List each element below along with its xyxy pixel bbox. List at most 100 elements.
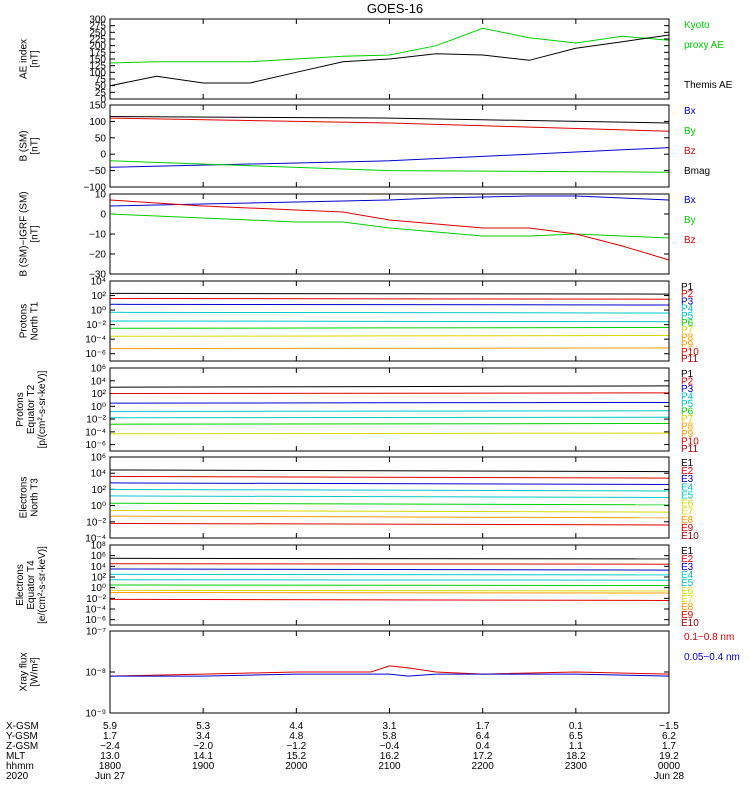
ephemeris-cell: −1.2 (286, 741, 306, 752)
series-bigrf-0 (109, 195, 670, 207)
legend-item: Kyoto (684, 20, 710, 31)
y-tick-label: 10⁴ (91, 562, 106, 573)
legend-item: P11 (681, 444, 698, 455)
legend-item: P10 (681, 347, 699, 358)
ephemeris-cell: 2000 (285, 761, 308, 772)
legend-item: E5 (681, 490, 694, 501)
y-tick-label: 225 (89, 35, 106, 46)
y-axis-label-line: [W/m²] (30, 657, 41, 687)
series-eeq-4 (109, 579, 670, 581)
panel-bigrf: −30 −20 −10 0 10 B (SM)−IGRF (SM)[nT] Bx By Bz (19, 190, 696, 281)
panel-frame (109, 193, 670, 275)
y-tick-label: 10⁻⁶ (85, 440, 106, 451)
series-pnorth-4 (109, 320, 670, 323)
ephemeris-cell: 0.1 (569, 721, 583, 732)
legend-item: P10 (681, 437, 699, 448)
y-axis-label: B (SM)−IGRF (SM)[nT] (19, 191, 41, 276)
y-tick-label: 0 (100, 150, 106, 161)
y-axis-label-line: Electrons (15, 564, 26, 606)
y-tick-label: 10² (92, 573, 107, 584)
series-peq-0 (109, 385, 670, 388)
ephemeris-cell: 3.4 (196, 731, 210, 742)
y-tick-label: 10² (92, 485, 107, 496)
y-tick-label: −50 (89, 166, 106, 177)
legend-item: E9 (681, 610, 694, 621)
panel-frame (109, 18, 670, 100)
ephemeris-cell: 5.3 (196, 721, 210, 732)
series-ae-1 (109, 34, 670, 87)
y-axis-label: Xray flux[W/m²] (19, 653, 41, 692)
series-pnorth-6 (109, 335, 670, 337)
ephemeris-cell: 4.4 (289, 721, 303, 732)
ephemeris-cell: 4.8 (289, 731, 303, 742)
ephemeris-cell: 2300 (565, 761, 588, 772)
y-tick-label: 10⁻⁴ (85, 534, 106, 545)
y-tick-label: 150 (89, 55, 106, 66)
ephemeris-cell: 14.1 (193, 751, 213, 762)
legend-item: P1 (681, 282, 694, 293)
legend-item: P2 (681, 289, 694, 300)
series-peq-3 (109, 410, 670, 412)
legend-item: P8 (681, 422, 694, 433)
y-tick-label: 200 (89, 41, 106, 52)
y-axis-label-line: Equator T4 (26, 560, 37, 610)
ephemeris-cell: 0.4 (476, 741, 490, 752)
y-axis-label-line: Protons (15, 392, 26, 426)
y-tick-label: 10⁰ (91, 402, 106, 413)
panel-bsm: −100 −50 0 50 100 150 B (SM)[nT] Bx By Bz Bmag (19, 101, 711, 194)
legend-item: E6 (681, 499, 694, 510)
legend-item: Bx (684, 195, 696, 206)
y-axis-label-line: B (SM) (19, 130, 30, 161)
y-axis-label-line: North T1 (30, 301, 41, 340)
y-tick-label: 100 (89, 117, 106, 128)
legend-item: P6 (681, 318, 694, 329)
legend-item: E4 (681, 570, 694, 581)
y-tick-label: 50 (95, 81, 107, 92)
legend-item: P5 (681, 311, 694, 322)
y-axis-label-line: [p/(cm²-s-sr-keV)] (37, 370, 48, 448)
series-pnorth-2 (109, 303, 670, 306)
y-tick-label: 100 (89, 68, 106, 79)
legend-item: P3 (681, 384, 694, 395)
series-peq-6 (109, 432, 670, 435)
legend-item: E6 (681, 586, 694, 597)
series-enorth-5 (109, 502, 670, 506)
y-tick-label: 175 (89, 48, 106, 59)
y-tick-label: 10⁻⁴ (85, 605, 106, 616)
legend-item: By (684, 126, 696, 137)
series-peq-4 (109, 416, 670, 419)
legend-item: P1 (681, 369, 694, 380)
ephemeris-cell: 6.4 (476, 731, 490, 742)
legend-item: 0.05−0.4 nm (684, 652, 740, 663)
legend-item: E9 (681, 523, 694, 534)
series-enorth-1 (109, 475, 670, 479)
ephemeris-row-label: Z-GSM (6, 741, 38, 752)
ephemeris-cell: 6.5 (569, 731, 583, 742)
y-tick-label: 10⁻⁸ (85, 668, 106, 679)
y-tick-label: 10⁴ (91, 469, 106, 480)
y-tick-label: 10⁶ (91, 453, 106, 464)
panel-frame (109, 104, 670, 188)
y-tick-label: 10⁻² (86, 320, 106, 331)
panel-frame (109, 456, 670, 539)
series-enorth-2 (109, 482, 670, 485)
ephemeris-row-label: MLT (6, 751, 25, 762)
series-bigrf-2 (109, 199, 670, 261)
legend-item: P9 (681, 340, 694, 351)
ephemeris-cell: 1.1 (569, 741, 583, 752)
y-axis-label-line: Equator T2 (26, 384, 37, 434)
y-tick-label: 300 (89, 15, 106, 26)
ephemeris-cell: 5.9 (103, 721, 117, 732)
ephemeris-cell: Jun 27 (95, 771, 125, 782)
y-axis-label-line: Xray flux (19, 653, 30, 692)
series-eeq-7 (109, 592, 670, 594)
y-axis-label-line: [nT] (30, 50, 41, 67)
ephemeris-cell: 5.8 (383, 731, 397, 742)
ephemeris-cell: 2200 (472, 761, 495, 772)
y-tick-label: 10⁻⁷ (86, 627, 106, 638)
y-tick-label: −10 (89, 230, 106, 241)
